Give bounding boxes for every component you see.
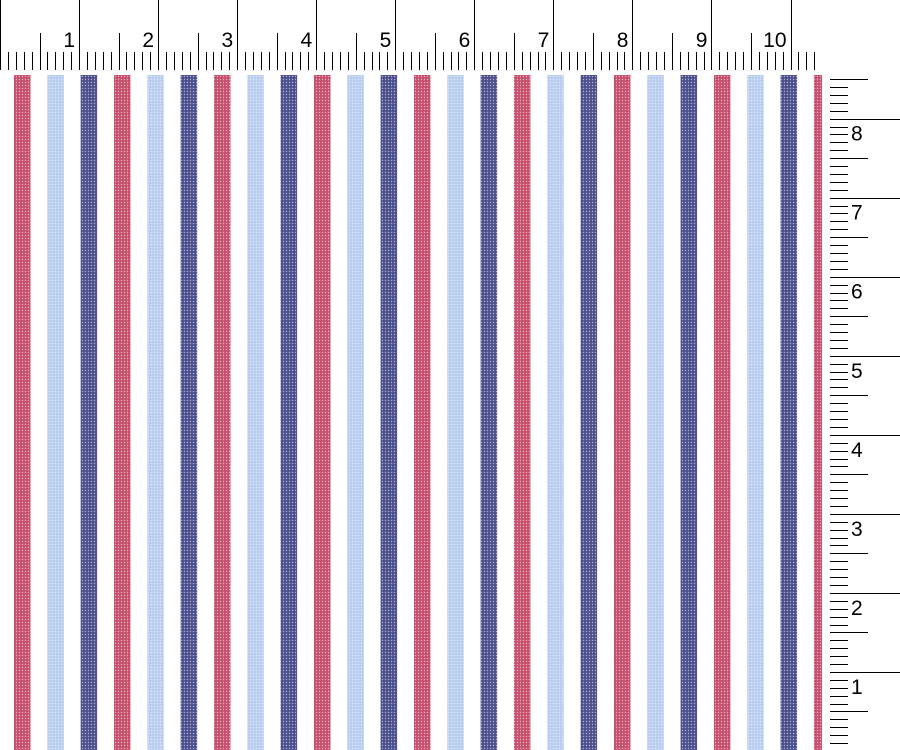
top-ruler-label: 7 [538,29,550,52]
top-ruler-label: 4 [301,29,313,52]
stripe-texture [147,75,164,750]
stripe-texture [347,75,364,750]
stripe-texture [613,75,631,750]
stripe-texture [380,75,398,750]
stripe-texture [80,75,98,750]
right-ruler: 1 2 3 4 5 6 7 8 [830,79,900,744]
right-ruler-label: 5 [851,360,863,383]
stripe-texture [680,75,698,750]
top-ruler-label: 6 [459,29,471,52]
right-ruler-label: 6 [851,281,863,304]
right-ruler-label: 2 [851,597,863,620]
stripe-texture [747,75,764,750]
right-ruler-label: 8 [851,123,863,146]
stripe-texture [713,75,731,750]
right-ruler-label: 4 [851,439,863,462]
stripe-texture [647,75,664,750]
top-ruler-label: 3 [221,29,233,52]
stripe-texture [14,75,31,750]
right-ruler-label: 1 [851,676,863,699]
stripe-texture [180,75,198,750]
right-ruler-label: 7 [851,202,863,225]
stripe-texture [447,75,464,750]
stripe-texture [813,75,822,750]
stripe-texture [247,75,264,750]
stripe-texture [780,75,798,750]
stripe-texture [413,75,431,750]
stripe-texture [113,75,131,750]
top-ruler-label: 1 [63,29,75,52]
stripe-texture [280,75,298,750]
stripe-area [14,75,822,750]
top-ruler-label: 5 [380,29,392,52]
top-ruler: 1 2 3 4 5 6 7 8 9 10 [0,0,815,70]
top-ruler-label: 9 [696,29,708,52]
stripe-texture [313,75,331,750]
stripe-texture [547,75,564,750]
stripe-texture [580,75,598,750]
right-ruler-label: 3 [851,518,863,541]
top-ruler-label: 2 [142,29,154,52]
top-ruler-label: 8 [617,29,629,52]
stripe-texture [213,75,231,750]
stripe-texture [513,75,531,750]
top-ruler-label: 10 [763,29,786,52]
stripe-texture [47,75,64,750]
stripe-texture [480,75,498,750]
